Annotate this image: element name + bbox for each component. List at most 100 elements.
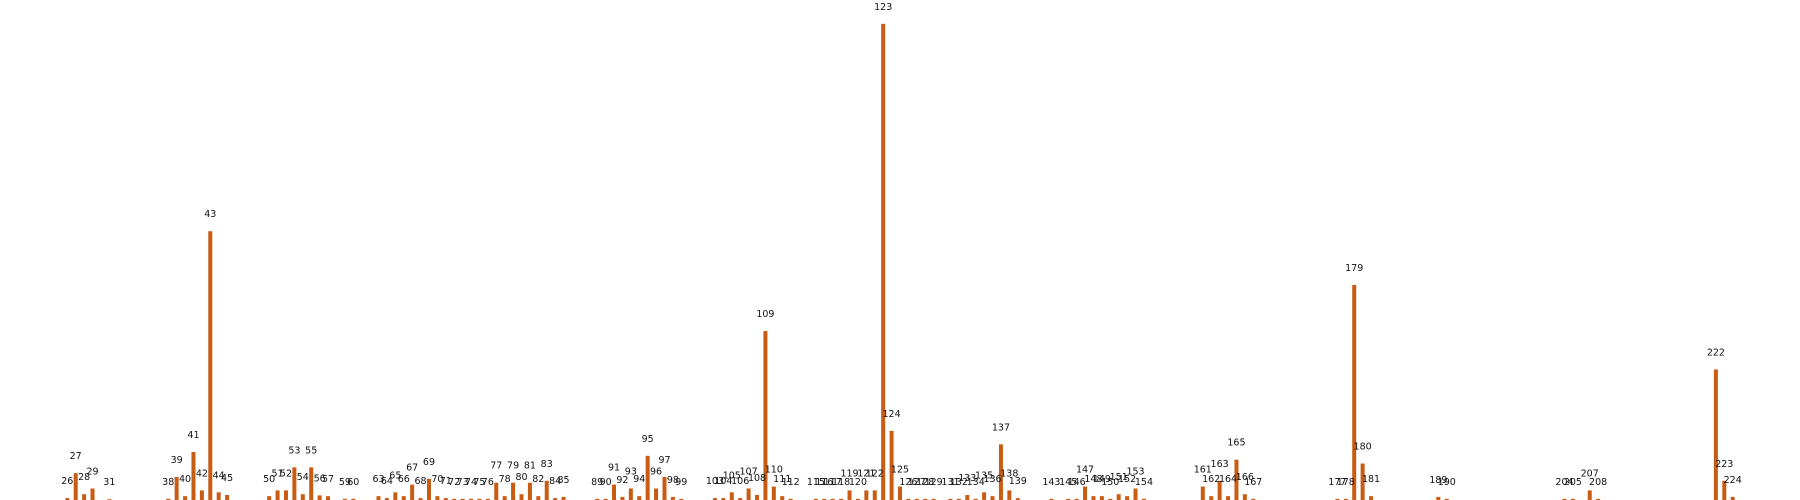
bar-76: [485, 498, 490, 500]
bar-label-28: 28: [78, 472, 90, 483]
bar-125: [898, 486, 902, 500]
bar-label-105: 105: [723, 470, 741, 481]
bar-label-115: 115: [807, 477, 825, 488]
bar-145: [1066, 498, 1071, 500]
bar-label-129: 129: [925, 477, 943, 488]
bar-105: [729, 492, 734, 500]
bar-label-81: 81: [524, 461, 536, 472]
bar-label-40: 40: [179, 474, 191, 485]
bar-label-127: 127: [908, 477, 926, 488]
bar-label-83: 83: [541, 459, 553, 470]
bar-label-71: 71: [440, 476, 452, 487]
bar-label-95: 95: [642, 434, 654, 445]
bar-179: [1352, 284, 1357, 500]
bar-83: [544, 480, 549, 500]
bar-label-66: 66: [398, 474, 410, 485]
bar-148: [1091, 496, 1096, 500]
bar-label-204: 204: [1555, 477, 1573, 488]
bar-91: [612, 484, 617, 500]
bar-label-205: 205: [1564, 477, 1582, 488]
bar-label-103: 103: [706, 476, 724, 487]
bar-69: [426, 478, 431, 500]
bar-label-93: 93: [625, 466, 637, 477]
bar-label-131: 131: [941, 477, 959, 488]
bar-label-53: 53: [288, 445, 300, 456]
bar-190: [1444, 498, 1449, 500]
bar-133: [965, 495, 970, 500]
bar-146: [1074, 498, 1079, 500]
bar-label-108: 108: [748, 473, 766, 484]
bar-64: [384, 498, 389, 500]
bar-150: [1108, 498, 1113, 500]
bar-134: [973, 498, 978, 500]
bar-137: [998, 444, 1003, 500]
bar-label-133: 133: [958, 473, 976, 484]
bar-54: [300, 494, 305, 500]
bar-label-109: 109: [756, 309, 774, 320]
bar-label-152: 152: [1118, 474, 1136, 485]
bar-label-38: 38: [162, 477, 174, 488]
bar-label-222: 222: [1707, 347, 1725, 358]
bar-207: [1587, 490, 1592, 500]
bar-label-75: 75: [473, 477, 485, 488]
bar-111: [780, 496, 785, 500]
bar-104: [721, 498, 726, 500]
bar-label-26: 26: [61, 476, 73, 487]
bar-label-31: 31: [103, 477, 115, 488]
bar-39: [174, 476, 179, 500]
bar-51: [275, 490, 280, 500]
bar-label-56: 56: [314, 473, 326, 484]
bar-164: [1226, 496, 1231, 500]
bar-77: [494, 482, 499, 500]
bar-label-76: 76: [482, 477, 494, 488]
bar-label-65: 65: [389, 470, 401, 481]
bar-55: [309, 467, 314, 500]
bar-94: [637, 496, 642, 500]
bar-label-51: 51: [272, 468, 284, 479]
bar-44: [216, 492, 221, 500]
bar-label-29: 29: [86, 466, 98, 477]
bar-131: [948, 498, 953, 500]
bar-label-77: 77: [490, 461, 502, 472]
bar-153: [1133, 488, 1138, 500]
bar-166: [1242, 494, 1247, 500]
bar-128: [923, 498, 928, 500]
bar-79: [511, 482, 516, 500]
bar-label-149: 149: [1093, 474, 1111, 485]
bar-28: [82, 494, 87, 500]
bar-118: [839, 498, 844, 500]
bar-label-177: 177: [1328, 477, 1346, 488]
bar-59: [342, 498, 347, 500]
bar-43: [208, 231, 213, 500]
bar-label-96: 96: [650, 466, 662, 477]
bar-label-181: 181: [1362, 474, 1380, 485]
bar-label-118: 118: [832, 477, 850, 488]
bar-167: [1251, 498, 1256, 500]
bar-138: [1007, 490, 1012, 500]
bar-label-44: 44: [213, 470, 225, 481]
bar-label-107: 107: [740, 466, 758, 477]
bar-label-80: 80: [515, 472, 527, 483]
bar-109: [763, 331, 768, 500]
bar-132: [956, 498, 961, 500]
bar-95: [645, 455, 650, 500]
bar-84: [553, 498, 558, 500]
bar-label-223: 223: [1715, 459, 1733, 470]
bar-label-180: 180: [1354, 442, 1372, 453]
bar-label-126: 126: [899, 477, 917, 488]
bar-222: [1713, 369, 1718, 500]
bar-label-167: 167: [1244, 477, 1262, 488]
bar-93: [628, 488, 633, 500]
bar-66: [401, 496, 406, 500]
bar-label-52: 52: [280, 468, 292, 479]
bar-143: [1049, 498, 1054, 500]
bar-80: [519, 494, 524, 500]
bar-82: [536, 496, 541, 500]
bar-81: [527, 482, 532, 500]
bar-label-98: 98: [667, 475, 679, 486]
bar-label-42: 42: [196, 468, 208, 479]
bar-103: [712, 498, 717, 500]
bar-label-78: 78: [499, 474, 511, 485]
bar-label-85: 85: [558, 475, 570, 486]
